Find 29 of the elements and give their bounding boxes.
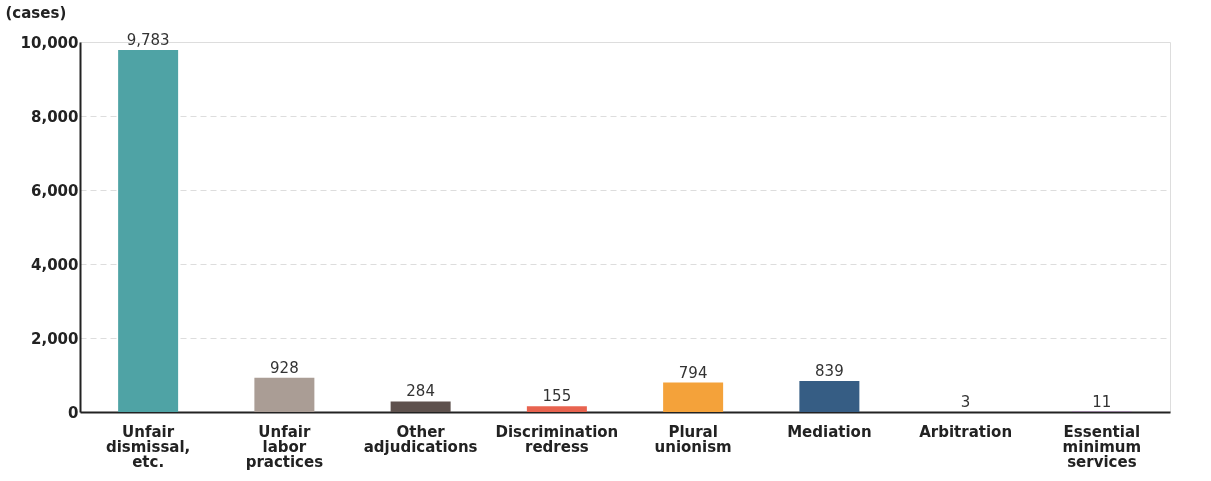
bar — [663, 382, 724, 412]
x-tick-label: Unfair labor practices — [245, 422, 324, 471]
y-tick-label: 10,000 — [20, 33, 79, 52]
bar — [799, 380, 860, 412]
bar — [254, 377, 315, 412]
data-label: 3 — [960, 392, 971, 411]
y-tick-label: 8,000 — [31, 107, 79, 126]
y-tick-label: 4,000 — [31, 255, 79, 274]
data-label: 284 — [406, 382, 435, 401]
data-label: 9,783 — [126, 31, 170, 50]
x-tick-label: Mediation — [787, 422, 872, 441]
y-axis-title: (cases) — [5, 3, 67, 22]
y-tick-label: 6,000 — [31, 181, 79, 200]
data-label: 839 — [815, 361, 844, 380]
bar — [118, 50, 179, 412]
x-tick-label: Plural unionism — [654, 422, 732, 456]
x-tick-label: Arbitration — [919, 422, 1013, 441]
bar — [390, 401, 451, 412]
x-tick-label: Unfair dismissal, etc. — [105, 422, 191, 471]
x-tick-label: Discrimination redress — [495, 422, 619, 456]
data-label: 155 — [542, 387, 572, 406]
y-tick-label: 2,000 — [31, 329, 79, 348]
y-tick-label: 0 — [68, 403, 79, 422]
x-tick-label: Essential minimum services — [1062, 422, 1142, 471]
bar — [526, 406, 587, 412]
data-label: 794 — [678, 363, 708, 382]
data-label: 11 — [1092, 392, 1112, 411]
data-label: 928 — [270, 358, 299, 377]
x-tick-label: Other adjudications — [363, 422, 478, 456]
